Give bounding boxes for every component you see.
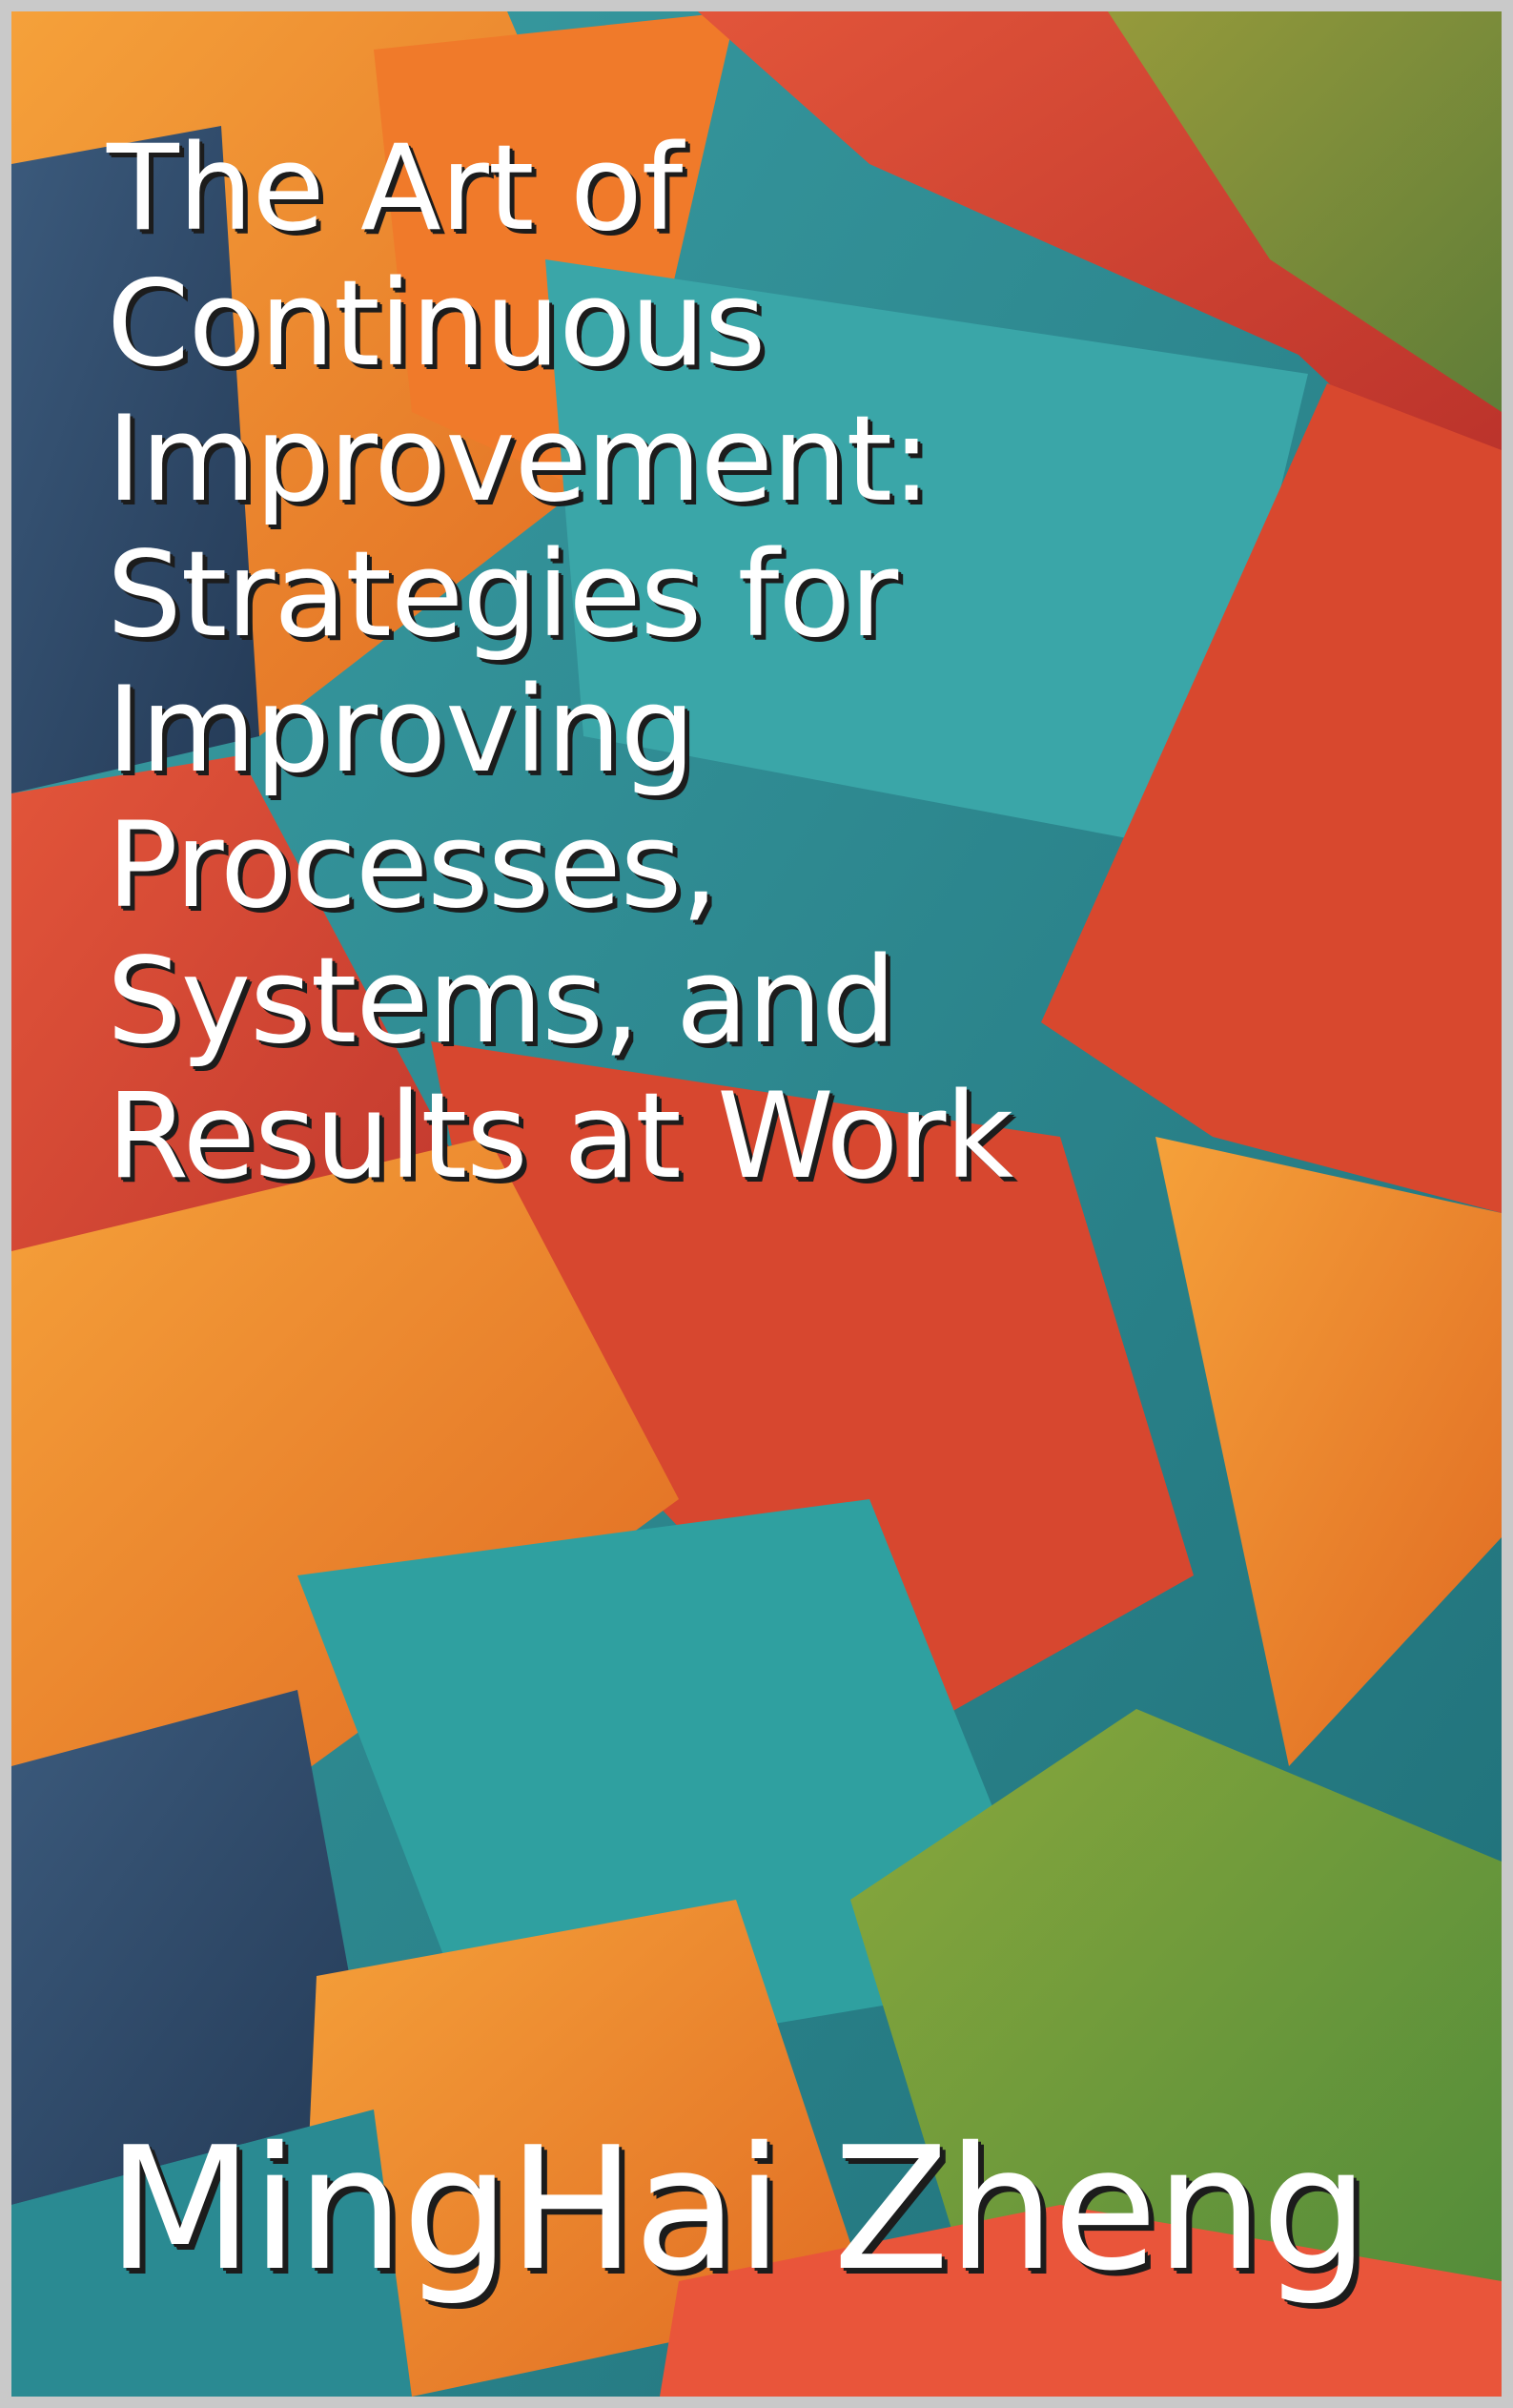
green-paper-shape xyxy=(1108,11,1502,412)
teal-paper-shape xyxy=(545,259,1308,851)
red-paper-shape xyxy=(1041,383,1502,1213)
red-paper-shape xyxy=(660,2205,1502,2397)
book-title: The Art of Continuous Improvement: Strat… xyxy=(107,120,1013,1205)
orange-paper-shape xyxy=(1155,1137,1502,1766)
red-paper-shape xyxy=(431,1041,1194,1747)
navy-paper-shape xyxy=(11,126,259,793)
orange-paper-shape xyxy=(11,1137,679,1804)
book-author: MingHai Zheng xyxy=(107,2110,1369,2308)
teal-paper-shape xyxy=(11,2110,412,2397)
abstract-paper-background xyxy=(11,11,1502,2397)
navy-paper-shape xyxy=(11,1690,374,2205)
